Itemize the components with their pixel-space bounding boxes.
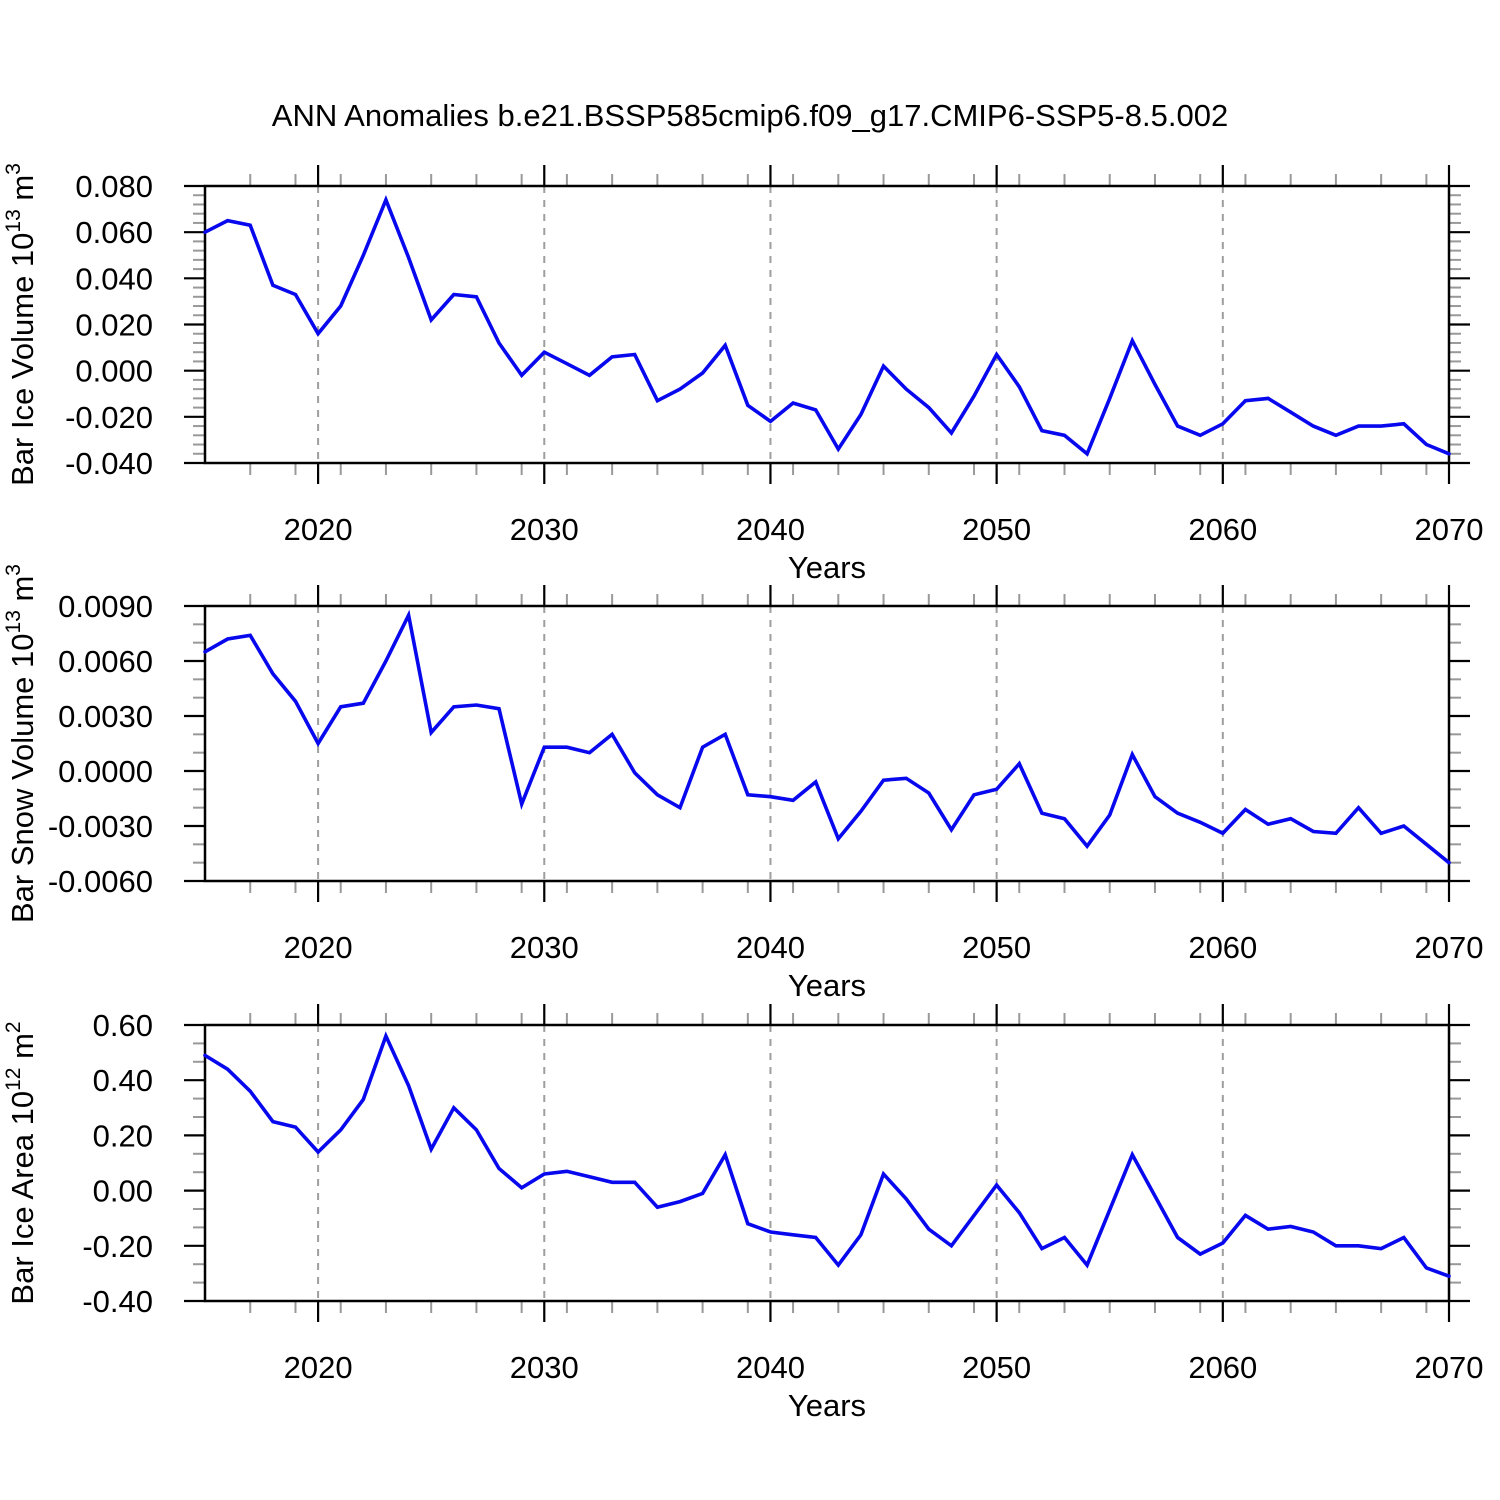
x-tick-label: 2060 [1188,1350,1257,1385]
y-tick-label: -0.040 [65,446,153,481]
x-axis-title: Years [788,968,866,1003]
x-tick-label: 2050 [962,512,1031,547]
panel-3: 2020 2030 2040 2050 2060 2070 0.60 0.40 0.20 0.00… [2,1004,1483,1423]
y-tick-label: -0.020 [65,400,153,435]
y-axis-title: Bar Ice Volume 1013​ m3​ [2,163,40,486]
x-tick-label: 2020 [284,930,353,965]
y-tick-label: 0.20 [93,1118,153,1153]
y-tick-label: 0.020 [75,308,153,343]
y-tick-label: 0.00 [93,1174,153,1209]
y-tick-label: -0.40 [82,1284,153,1319]
x-tick-label: 2040 [736,512,805,547]
y-tick-label: 0.040 [75,261,153,296]
x-tick-label: 2030 [510,930,579,965]
y-tick-label: -0.0060 [48,864,153,899]
x-tick-label: 2070 [1415,1350,1484,1385]
data-line-series-3 [203,1031,1451,1278]
chart-title: ANN Anomalies b.e21.BSSP585cmip6.f09_g17… [271,98,1229,133]
y-tick-label: 0.0000 [58,754,153,789]
x-tick-label: 2020 [284,512,353,547]
y-tick-label: 0.0090 [58,589,153,624]
x-axis-title: Years [788,550,866,585]
plot-frame [203,184,1451,465]
y-tick-label: 0.080 [75,169,153,204]
x-tick-label: 2070 [1415,930,1484,965]
x-tick-label: 2060 [1188,512,1257,547]
y-tick-label: 0.000 [75,354,153,389]
y-tick-label: -0.0030 [48,809,153,844]
panel-1: 2020 2030 2040 2050 2060 2070 0.080 0.060 0.040 0… [2,163,1483,585]
x-tick-label: 2050 [962,1350,1031,1385]
x-tick-label: 2050 [962,930,1031,965]
y-tick-label: 0.40 [93,1063,153,1098]
data-line-series-2 [203,609,1451,865]
x-tick-label: 2060 [1188,930,1257,965]
x-tick-label: 2040 [736,930,805,965]
y-tick-label: 0.0060 [58,644,153,679]
y-axis-title: Bar Snow Volume 1013​ m3​ [2,564,40,923]
y-tick-label: 0.060 [75,215,153,250]
y-axis-title: Bar Ice Area 1012​ m2​ [2,1021,40,1304]
x-tick-label: 2030 [510,1350,579,1385]
data-line-series-1 [203,195,1451,457]
plot-frame [203,1023,1451,1303]
plot-frame [203,604,1451,883]
x-axis-title: Years [788,1388,866,1423]
x-tick-label: 2030 [510,512,579,547]
x-tick-label: 2070 [1415,512,1484,547]
y-tick-label: -0.20 [82,1229,153,1264]
y-tick-label: 0.60 [93,1008,153,1043]
panel-2: 2020 2030 2040 2050 2060 2070 0.0090 0.0060 0.00… [2,564,1483,1003]
x-tick-label: 2040 [736,1350,805,1385]
y-tick-label: 0.0030 [58,699,153,734]
x-tick-label: 2020 [284,1350,353,1385]
